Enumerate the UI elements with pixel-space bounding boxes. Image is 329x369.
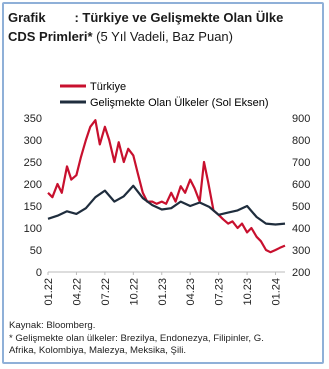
legend: Türkiye Gelişmekte Olan Ülkeler (Sol Eks… <box>60 81 269 109</box>
cds-chart: Türkiye Gelişmekte Olan Ülkeler (Sol Eks… <box>24 81 311 306</box>
source-note: Kaynak: Bloomberg. <box>9 320 96 331</box>
figure-frame <box>2 2 324 364</box>
y-left-tick-label: 150 <box>24 201 42 213</box>
footnotes: Kaynak: Bloomberg. * Gelişmekte olan ülk… <box>9 320 321 358</box>
y-right-tick-label: 300 <box>292 245 310 257</box>
y-right-tick-label: 900 <box>292 113 310 125</box>
x-tick-label: 01.23 <box>157 278 169 306</box>
x-tick-label: 01.22 <box>43 278 55 306</box>
x-tick-label: 01.24 <box>271 278 283 306</box>
figure-label: Grafik <box>8 10 46 25</box>
y-left-tick-label: 250 <box>24 157 42 169</box>
x-tick-label: 04.22 <box>71 278 83 306</box>
y-right-tick-label: 400 <box>292 223 310 235</box>
country-note-1: * Gelişmekte olan ülkeler: Brezilya, End… <box>9 332 264 344</box>
legend-label-turkiye: Türkiye <box>90 81 126 93</box>
series-line-em <box>47 184 286 226</box>
x-tick-label: 07.22 <box>100 278 112 306</box>
y-right-tick-label: 200 <box>292 267 310 279</box>
y-left-tick-label: 200 <box>24 179 42 191</box>
y-right-tick-label: 800 <box>292 135 310 147</box>
x-tick-label: 07.23 <box>214 278 226 306</box>
y-right-tick-label: 500 <box>292 201 310 213</box>
figure-title-cds: CDS Primleri* <box>8 29 93 44</box>
legend-label-em: Gelişmekte Olan Ülkeler (Sol Eksen) <box>90 97 269 109</box>
figure-subtitle: (5 Yıl Vadeli, Baz Puan) <box>96 29 233 44</box>
y-left-tick-label: 50 <box>30 245 42 257</box>
figure-title-text: : Türkiye ve Gelişmekte Olan Ülke <box>74 10 284 25</box>
x-tick-label: 10.23 <box>242 278 254 306</box>
y-right-tick-label: 700 <box>292 157 310 169</box>
y-left-tick-label: 0 <box>36 267 42 279</box>
y-left-tick-label: 300 <box>24 135 42 147</box>
y-right-tick-label: 600 <box>292 179 310 191</box>
x-tick-label: 04.23 <box>185 278 197 306</box>
x-tick-label: 10.22 <box>128 278 140 306</box>
series-line-turkiye <box>47 119 286 254</box>
y-left-tick-label: 100 <box>24 223 42 235</box>
country-note-2: Afrika, Kolombiya, Malezya, Meksika, Şil… <box>9 345 187 356</box>
figure-title: Grafik : Türkiye ve Gelişmekte Olan Ülke… <box>8 8 320 46</box>
y-left-tick-label: 350 <box>24 113 42 125</box>
